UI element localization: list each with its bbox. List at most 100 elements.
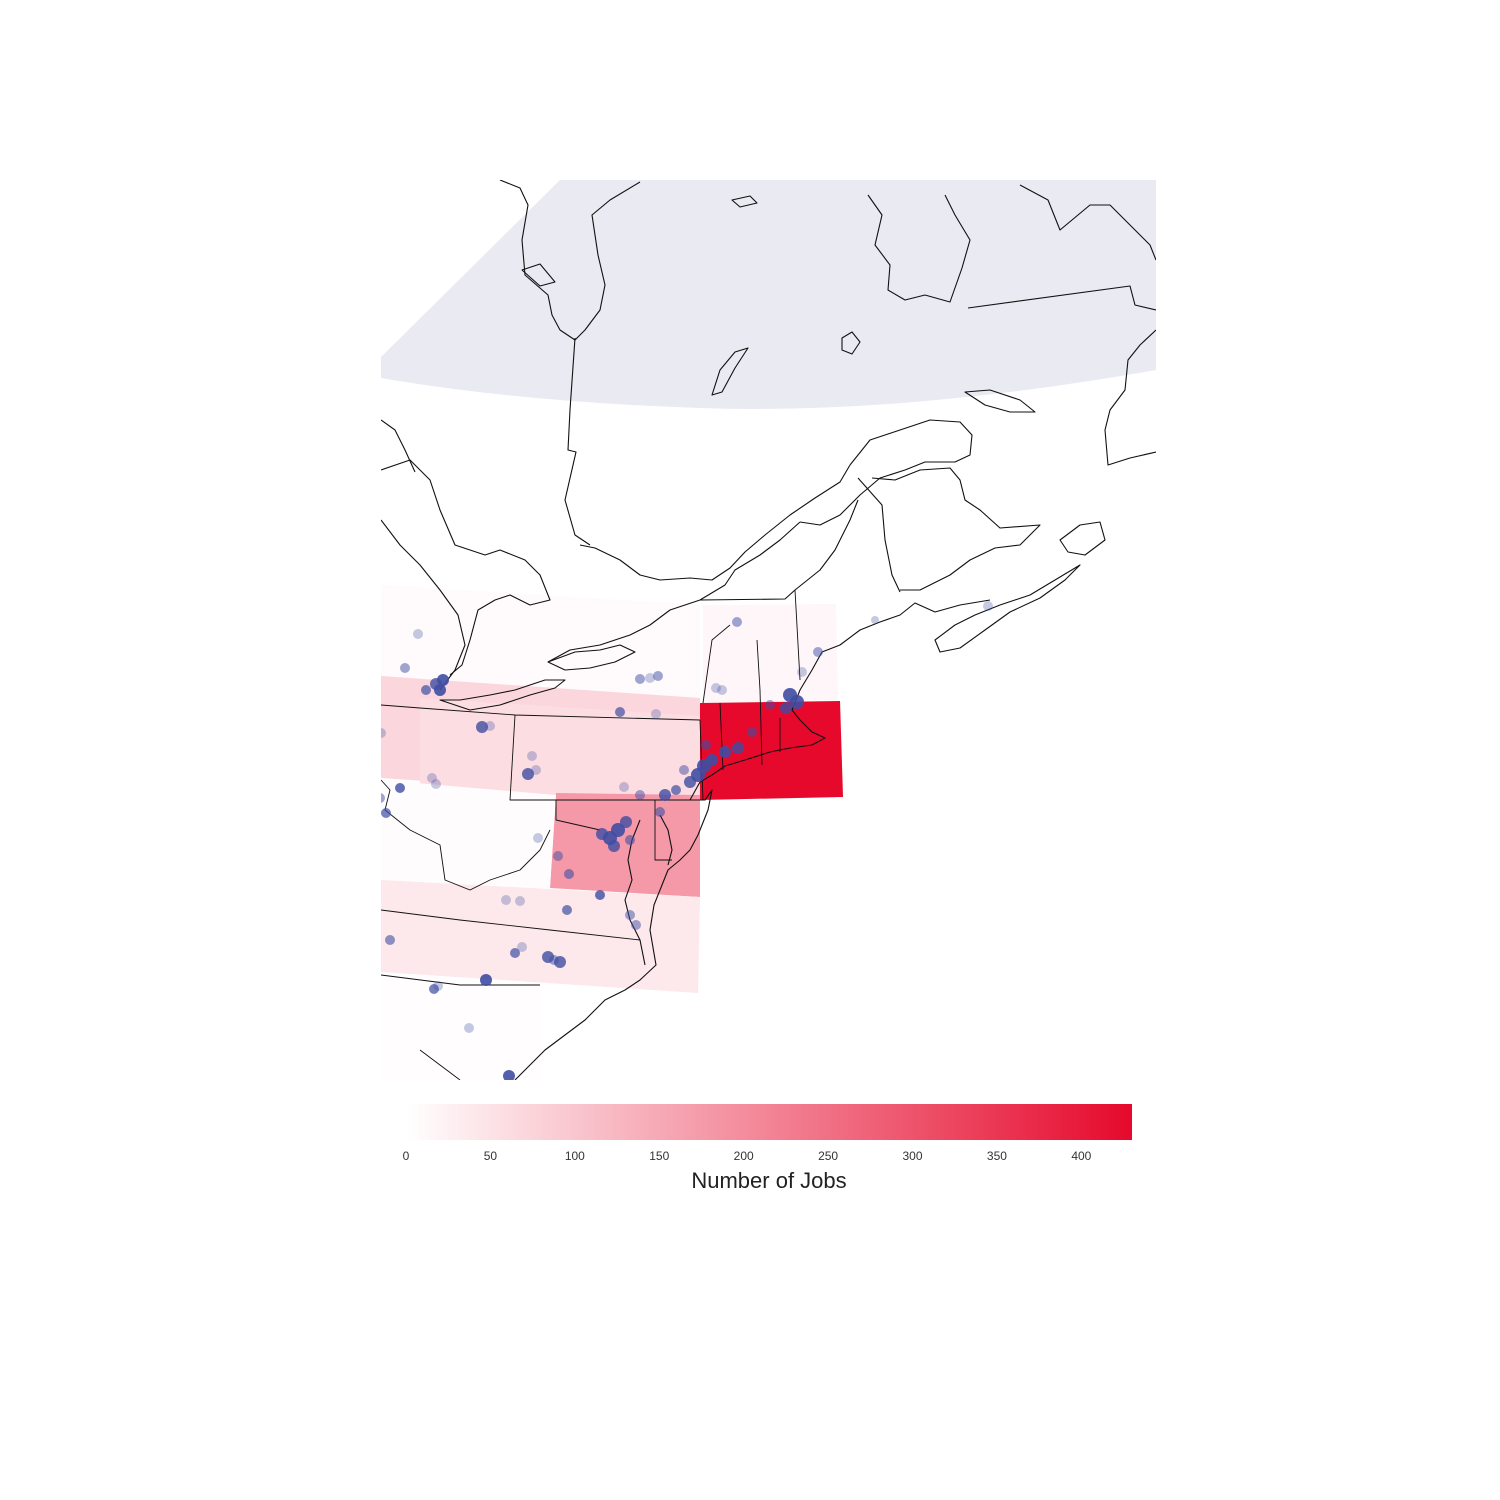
job-marker: [533, 833, 543, 843]
heat-cell: [700, 701, 843, 800]
job-marker: [717, 685, 727, 695]
colorbar-tick-label: 300: [902, 1149, 922, 1163]
job-marker: [464, 1023, 474, 1033]
job-marker: [625, 910, 635, 920]
job-marker: [619, 782, 629, 792]
labrador-east-coast: [1019, 184, 1156, 261]
lake-huron-georgian-bay: [381, 459, 551, 676]
quebec-labrador-border: [967, 285, 1156, 311]
job-marker: [562, 905, 572, 915]
canada-us-border-ny-vt: [699, 499, 859, 601]
colorbar-tick-label: 200: [734, 1149, 754, 1163]
small-island-north: [731, 195, 758, 208]
job-marker: [635, 790, 645, 800]
job-marker: [719, 746, 731, 758]
job-marker: [395, 783, 405, 793]
job-marker: [747, 727, 757, 737]
st-lawrence-north-shore: [579, 464, 851, 581]
job-marker: [431, 779, 441, 789]
job-marker: [765, 700, 775, 710]
job-marker: [503, 1070, 515, 1080]
job-marker: [651, 709, 661, 719]
cape-breton: [1059, 521, 1106, 556]
job-marker: [531, 765, 541, 775]
colorbar-ticks: 0 50 100 150 200 250 300 350 400: [403, 1149, 1092, 1163]
job-marker: [480, 974, 492, 986]
job-marker: [427, 773, 437, 783]
job-marker: [517, 942, 527, 952]
job-marker: [608, 840, 620, 852]
labrador-coast: [867, 194, 971, 303]
job-marker: [381, 793, 385, 803]
heat-cell: [703, 604, 838, 702]
colorbar-tick-label: 250: [818, 1149, 838, 1163]
job-marker: [515, 896, 525, 906]
lake-superior-edge: [381, 419, 416, 473]
job-marker: [564, 869, 574, 879]
job-marker: [813, 647, 823, 657]
job-marker: [645, 673, 655, 683]
colorbar-title: Number of Jobs: [691, 1168, 846, 1193]
newfoundland-west: [1104, 329, 1156, 466]
job-marker: [655, 807, 665, 817]
job-marker: [620, 816, 632, 828]
gulf-st-lawrence-north-shore: [799, 419, 973, 526]
heat-cell: [420, 698, 700, 800]
job-marker: [679, 765, 689, 775]
job-marker: [510, 948, 520, 958]
job-marker: [653, 671, 663, 681]
heat-cell: [381, 880, 700, 993]
belcher-island: [521, 263, 556, 287]
job-marker: [732, 617, 742, 627]
job-marker: [476, 721, 488, 733]
delaware-bay: [659, 814, 673, 866]
job-marker: [549, 955, 559, 965]
job-marker: [485, 721, 495, 731]
job-marker: [527, 751, 537, 761]
lake-ontario: [547, 644, 636, 671]
job-marker: [671, 785, 681, 795]
nova-scotia: [934, 564, 1081, 653]
james-bay-border: [564, 337, 591, 546]
job-marker: [701, 740, 711, 750]
map-area: [381, 180, 1156, 1080]
heat-cell: [381, 780, 556, 888]
quebec-lake-mistassini: [711, 347, 749, 396]
colorbar-tick-label: 100: [565, 1149, 585, 1163]
job-marker: [413, 629, 423, 639]
mid-atlantic-coast: [514, 781, 713, 1080]
job-marker: [732, 742, 744, 754]
canada-us-border-maine: [857, 477, 901, 593]
hudson-bay-coast: [499, 180, 641, 341]
job-marker: [400, 663, 410, 673]
job-marker: [631, 920, 641, 930]
pei-nb-coast: [871, 467, 1041, 591]
colorbar-tick-label: 150: [649, 1149, 669, 1163]
job-location-scatter: [381, 601, 993, 1080]
colorbar-gradient: [406, 1104, 1132, 1140]
job-marker: [615, 707, 625, 717]
manicouagan-crater: [841, 331, 861, 355]
job-marker: [381, 808, 391, 818]
heat-cell: [381, 972, 540, 1080]
st-lawrence-south-shore: [547, 521, 801, 663]
heat-cell: [550, 793, 700, 897]
colorbar-tick-label: 400: [1071, 1149, 1091, 1163]
job-marker: [625, 835, 635, 845]
lake-erie: [439, 679, 566, 711]
job-marker: [711, 683, 721, 693]
job-marker: [983, 601, 993, 611]
heat-cell: [381, 585, 700, 700]
job-marker: [635, 674, 645, 684]
job-marker: [684, 776, 696, 788]
colorbar-tick-label: 50: [484, 1149, 498, 1163]
colorbar-tick-label: 0: [403, 1149, 410, 1163]
state-borders: [381, 589, 801, 1080]
job-marker: [437, 674, 449, 686]
job-marker: [595, 890, 605, 900]
colorbar: 0 50 100 150 200 250 300 350 400 Number of Jobs: [403, 1104, 1132, 1193]
job-marker: [553, 851, 563, 861]
coastlines-and-borders: [381, 180, 1156, 1080]
job-marker: [433, 981, 443, 991]
